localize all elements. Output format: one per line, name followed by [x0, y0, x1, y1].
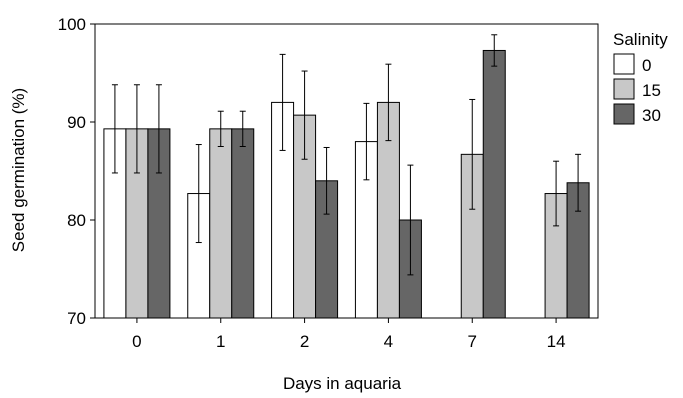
error-bar-2-0	[279, 53, 286, 151]
legend-title: Salinity	[613, 30, 668, 49]
error-bar-7-15	[469, 98, 476, 210]
legend: 0 15 30	[613, 53, 661, 125]
bars-layer	[103, 49, 590, 319]
bar-1-15	[209, 128, 233, 319]
x-tick-label-2: 2	[300, 332, 309, 351]
legend-label-30: 30	[642, 106, 661, 125]
plot-frame	[94, 23, 599, 319]
x-tick-label-14: 14	[547, 332, 566, 351]
y-tick-label-80: 80	[67, 211, 86, 230]
error-bars-layer	[111, 34, 582, 276]
legend-swatch-0	[613, 53, 635, 75]
bar-7-30	[482, 49, 506, 319]
error-bar-7-30	[491, 34, 498, 67]
error-bar-0-0	[111, 84, 118, 174]
x-tick-label-0: 0	[132, 332, 141, 351]
y-axis-title: Seed germination (%)	[9, 88, 28, 252]
error-bar-4-15	[385, 63, 392, 142]
legend-swatch-30	[613, 103, 635, 125]
x-tick-label-7: 7	[468, 332, 477, 351]
error-bar-14-15	[553, 160, 560, 227]
x-axis-title: Days in aquaria	[283, 374, 402, 393]
error-bar-4-30	[407, 164, 414, 276]
bar-1-30	[231, 128, 255, 319]
error-bar-2-30	[323, 146, 330, 215]
axes-layer: 0 1 2 4 7 14 70 80 90 100	[58, 15, 599, 351]
error-bar-14-30	[575, 153, 582, 212]
error-bar-1-15	[217, 110, 224, 147]
error-bar-0-30	[155, 84, 162, 174]
error-bar-1-30	[239, 110, 246, 147]
error-bar-0-15	[133, 84, 140, 174]
error-bar-4-0	[363, 102, 370, 181]
legend-label-15: 15	[642, 81, 661, 100]
error-bar-2-15	[301, 70, 308, 160]
y-tick-label-70: 70	[67, 309, 86, 328]
y-tick-label-90: 90	[67, 113, 86, 132]
x-tick-label-1: 1	[216, 332, 225, 351]
y-tick-label-100: 100	[58, 15, 86, 34]
x-tick-label-4: 4	[384, 332, 393, 351]
legend-label-0: 0	[642, 56, 651, 75]
error-bar-1-0	[195, 144, 202, 244]
legend-swatch-15	[613, 78, 635, 100]
